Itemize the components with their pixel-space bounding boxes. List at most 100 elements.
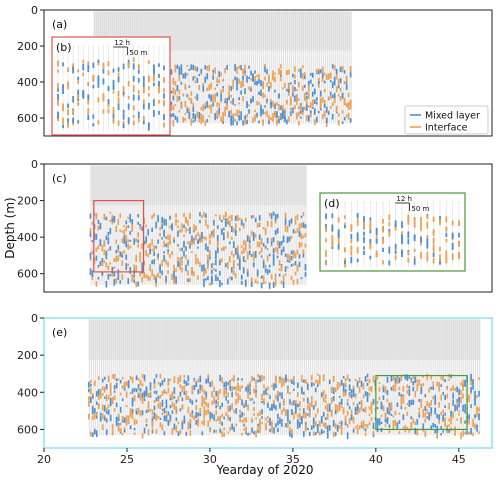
mixed-layer-point: [142, 81, 145, 88]
mixed-layer-point: [196, 77, 199, 83]
mixed-layer-point: [170, 90, 173, 94]
interface-point: [438, 382, 441, 389]
interface-point: [187, 270, 189, 276]
mixed-layer-point: [163, 407, 166, 414]
interface-point: [189, 430, 192, 436]
mixed-layer-point: [203, 264, 205, 272]
background-column: [180, 166, 182, 285]
mixed-layer-point: [346, 432, 349, 440]
mixed-layer-point: [258, 91, 260, 95]
interface-point: [388, 406, 391, 413]
mixed-layer-point: [316, 428, 319, 433]
mixed-layer-point: [247, 432, 249, 436]
interface-point: [88, 396, 90, 401]
interface-point: [368, 406, 371, 410]
interface-point: [179, 375, 182, 383]
interface-point: [170, 105, 173, 111]
mixed-layer-point: [91, 270, 94, 278]
inset-label: (d): [324, 197, 340, 210]
interface-point: [203, 406, 206, 413]
mixed-layer-point: [424, 406, 427, 411]
mixed-layer-point: [413, 235, 416, 240]
mixed-layer-point: [316, 383, 319, 388]
mixed-layer-point: [363, 250, 365, 255]
interface-point: [296, 264, 299, 271]
mixed-layer-point: [153, 390, 156, 394]
mixed-layer-point: [151, 227, 153, 233]
interface-point: [193, 379, 196, 382]
interface-point: [135, 254, 138, 262]
interface-point: [67, 81, 69, 86]
mixed-layer-point: [426, 238, 429, 246]
mixed-layer-point: [223, 237, 225, 241]
interface-point: [149, 264, 151, 272]
interface-point: [358, 410, 361, 413]
mixed-layer-point: [293, 380, 295, 385]
background-column: [152, 166, 154, 285]
interface-point: [131, 225, 134, 232]
interface-point: [264, 227, 267, 232]
interface-point: [201, 420, 204, 425]
mixed-layer-point: [221, 402, 224, 407]
mixed-layer-point: [141, 392, 144, 399]
background-column: [237, 166, 240, 285]
interface-point: [424, 418, 427, 423]
mixed-layer-point: [211, 269, 213, 275]
mixed-layer-point: [122, 91, 125, 95]
interface-point: [113, 266, 116, 270]
interface-point: [220, 89, 223, 94]
interface-point: [468, 431, 470, 435]
interface-point: [198, 84, 201, 91]
background-column: [346, 12, 348, 124]
interface-point: [187, 421, 190, 426]
mixed-layer-point: [337, 232, 340, 238]
mixed-layer-point: [105, 281, 108, 288]
interface-point: [266, 82, 268, 87]
interface-point: [87, 100, 90, 105]
interface-point: [173, 264, 175, 271]
interface-point: [135, 419, 138, 424]
background-column: [164, 320, 166, 436]
interface-point: [119, 213, 122, 218]
interface-point: [282, 105, 284, 113]
interface-point: [159, 227, 161, 231]
interface-point: [266, 248, 269, 251]
interface-point: [390, 405, 393, 410]
background-column: [209, 166, 212, 285]
interface-point: [352, 385, 355, 389]
interface-point: [262, 92, 264, 99]
interface-point: [219, 217, 221, 221]
interface-point: [356, 411, 359, 415]
interface-point: [252, 215, 255, 218]
mixed-layer-point: [157, 215, 159, 223]
mixed-layer-point: [95, 432, 98, 437]
mixed-layer-point: [236, 121, 238, 126]
mixed-layer-point: [129, 213, 132, 218]
mixed-layer-point: [386, 389, 389, 396]
background-column: [335, 320, 337, 436]
mixed-layer-point: [233, 241, 235, 248]
interface-point: [133, 275, 136, 279]
interface-point: [223, 427, 225, 431]
interface-point: [468, 395, 470, 402]
mixed-layer-point: [245, 400, 247, 407]
mixed-layer-point: [352, 390, 355, 397]
mixed-layer-point: [247, 389, 249, 393]
interface-point: [300, 222, 303, 229]
interface-point: [151, 409, 154, 415]
interface-point: [454, 428, 456, 436]
interface-point: [334, 387, 337, 393]
interface-point: [107, 266, 110, 271]
interface-point: [91, 415, 94, 421]
mixed-layer-point: [402, 414, 405, 420]
background-column: [270, 12, 273, 124]
mixed-layer-point: [207, 246, 209, 252]
interface-point: [137, 232, 140, 238]
interface-point: [331, 234, 334, 242]
mixed-layer-point: [264, 268, 267, 273]
mixed-layer-point: [117, 67, 120, 72]
mixed-layer-point: [319, 69, 322, 74]
interface-point: [316, 373, 319, 376]
mixed-layer-point: [445, 232, 448, 237]
